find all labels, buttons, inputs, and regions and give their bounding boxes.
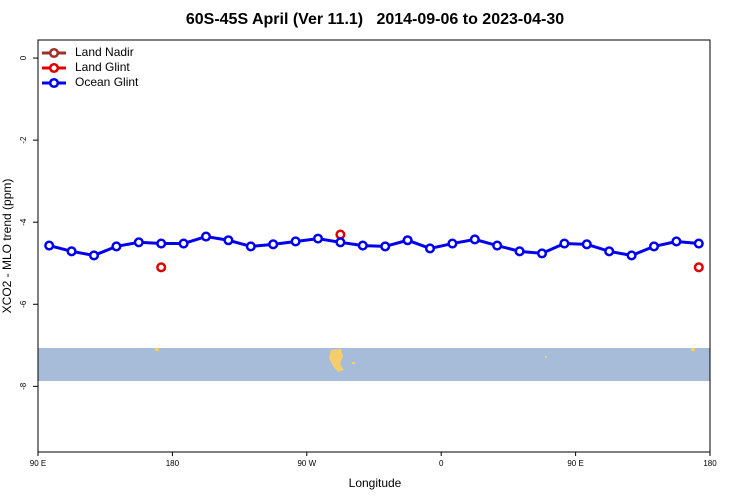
data-point [469, 234, 480, 245]
data-point [335, 237, 346, 248]
data-point [693, 238, 704, 249]
x-tick-label: 180 [703, 459, 717, 468]
x-tick-label: 90 E [567, 459, 583, 468]
data-point [268, 239, 279, 250]
data-point [357, 240, 368, 251]
series-line [48, 235, 699, 257]
y-tick-label: -6 [19, 300, 28, 308]
data-point [312, 233, 324, 244]
land [352, 362, 355, 364]
legend-label: Land Nadir [75, 45, 134, 59]
legend-label: Ocean Glint [75, 75, 139, 89]
land [155, 348, 159, 351]
legend-marker [48, 77, 60, 89]
y-axis-label: XCO2 - MLO trend (ppm) [0, 179, 14, 314]
data-point [626, 250, 637, 261]
x-tick-label: 90 E [30, 459, 46, 468]
land [545, 356, 547, 358]
data-point [223, 235, 234, 246]
land [691, 348, 695, 351]
legend-marker [48, 47, 60, 59]
data-point [133, 237, 144, 248]
data-point [536, 248, 548, 259]
data-point [693, 262, 704, 273]
map-strip [38, 348, 710, 381]
data-point [492, 240, 503, 251]
data-point [514, 246, 525, 257]
data-point [156, 238, 167, 249]
y-tick-label: 0 [19, 55, 28, 60]
data-point [111, 241, 122, 252]
x-tick-label: 0 [439, 459, 444, 468]
data-point [559, 238, 570, 249]
data-point [290, 236, 301, 247]
plot-frame [37, 39, 711, 453]
data-point [88, 250, 100, 261]
data-point [200, 231, 212, 242]
data-point [402, 235, 413, 246]
data-point [156, 262, 167, 273]
data-point [380, 241, 391, 252]
data-point [447, 238, 458, 249]
ocean [38, 348, 710, 381]
y-tick-label: -4 [19, 218, 28, 226]
data-point [648, 241, 660, 252]
data-point [424, 243, 436, 254]
data-point [66, 246, 77, 257]
x-axis-label: Longitude [349, 476, 402, 490]
land [329, 349, 344, 372]
data-point [335, 229, 346, 240]
chart-title: 60S-45S April (Ver 11.1) 2014-09-06 to 2… [186, 11, 564, 28]
y-tick-label: -8 [19, 382, 28, 390]
x-tick-label: 90 W [297, 459, 316, 468]
legend-marker [48, 62, 60, 74]
legend-label: Land Glint [75, 60, 130, 74]
data-point [604, 246, 615, 257]
data-point [44, 240, 55, 251]
data-point [671, 236, 682, 247]
data-point [245, 241, 256, 252]
data-point [178, 238, 189, 249]
y-tick-label: -2 [19, 136, 28, 144]
x-tick-label: 180 [166, 459, 180, 468]
data-point [581, 239, 592, 250]
